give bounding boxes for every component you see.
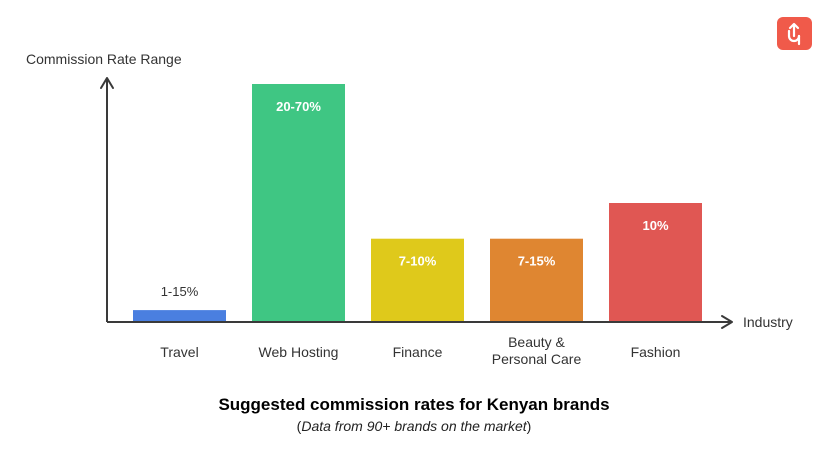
brand-logo-icon [777, 17, 812, 50]
chart-labels: Commission Rate Range Industry 1-15% Travel… [26, 51, 793, 367]
bar-3 [490, 238, 583, 321]
x-axis-label: Industry [743, 314, 793, 330]
bar-4 [609, 203, 702, 321]
bar-value-label: 20-70% [276, 99, 321, 114]
category-tick-label: Beauty & [508, 334, 565, 350]
category-tick-label: Web Hosting [259, 344, 339, 360]
bar-value-label: 7-15% [518, 254, 556, 269]
category-tick-label: Fashion [631, 344, 681, 360]
y-axis-label: Commission Rate Range [26, 51, 182, 67]
category-tick-label: Personal Care [492, 351, 582, 367]
chart-axes [100, 77, 733, 329]
bar-1 [252, 84, 345, 321]
bar-0 [133, 310, 226, 321]
chart-bars [133, 84, 702, 321]
category-tick-label: Finance [393, 344, 443, 360]
subtitle-italic-text: Data from 90+ brands on the market [301, 418, 527, 434]
subtitle-open-paren: ( [296, 418, 302, 434]
bar-value-label: 10% [642, 218, 668, 233]
bar-value-label: 1-15% [161, 284, 199, 299]
subtitle-close-paren: ) [526, 418, 532, 434]
bar-value-label: 7-10% [399, 254, 437, 269]
bar-2 [371, 238, 464, 321]
y-axis-arrow-icon [100, 77, 114, 89]
chart-caption-title: Suggested commission rates for Kenyan br… [218, 395, 610, 414]
chart-caption-subtitle: (Data from 90+ brands on the market) [0, 418, 828, 434]
bar-chart: Commission Rate Range Industry 1-15% Travel… [26, 51, 793, 367]
x-axis-arrow-icon [721, 315, 733, 329]
category-tick-label: Travel [160, 344, 198, 360]
